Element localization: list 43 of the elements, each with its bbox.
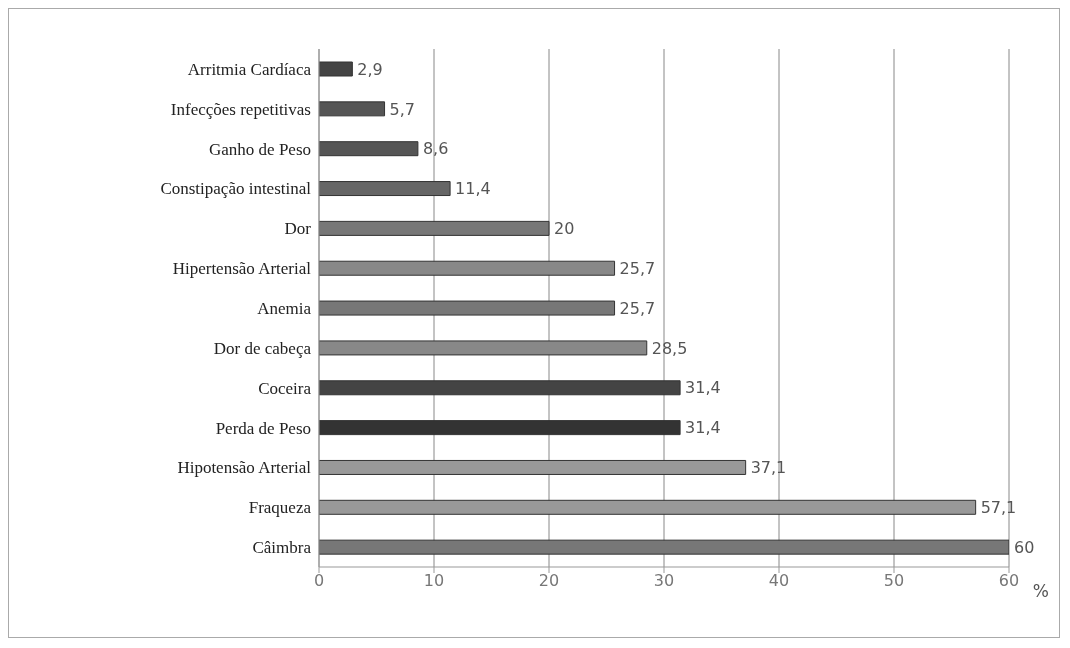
bar	[319, 141, 419, 157]
x-tick-label: 30	[653, 571, 675, 591]
bar	[319, 181, 451, 197]
data-label: 8,6	[422, 139, 449, 159]
x-tick-label: 10	[423, 571, 445, 591]
bar	[319, 220, 550, 236]
bar	[319, 300, 616, 316]
y-tick-label: Coceira	[258, 378, 312, 398]
bar	[319, 380, 681, 396]
bar	[319, 539, 1009, 555]
y-tick-label: Dor de cabeça	[213, 338, 312, 358]
y-tick-label: Dor	[284, 219, 312, 239]
y-tick-label: Arritmia Cardíaca	[187, 59, 312, 79]
y-tick-label: Ganho de Peso	[209, 139, 311, 159]
y-tick-label: Anemia	[257, 299, 312, 319]
y-tick-label: Fraqueza	[248, 498, 312, 518]
data-label: 37,1	[750, 458, 787, 478]
data-label: 28,5	[651, 338, 688, 358]
y-tick-label: Hipotensão Arterial	[177, 458, 312, 478]
data-label: 60	[1014, 537, 1035, 557]
data-label: 20	[554, 219, 575, 239]
data-label: 31,4	[685, 378, 721, 398]
y-tick-label: Perda de Peso	[215, 418, 311, 438]
x-tick-label: 60	[998, 571, 1020, 591]
data-label: 25,7	[619, 298, 656, 318]
x-tick-label: 50	[883, 571, 905, 591]
data-label: 11,4	[455, 179, 491, 199]
bar	[319, 61, 353, 77]
x-axis-title: %	[1032, 581, 1049, 602]
data-label: 25,7	[619, 258, 656, 278]
y-tick-label: Hipertensão Arterial	[172, 259, 312, 279]
data-label: 57,1	[980, 497, 1017, 517]
y-tick-label: Infecções repetitivas	[170, 99, 311, 119]
data-label: 2,9	[357, 59, 383, 79]
x-tick-label: 0	[313, 571, 325, 591]
bar	[319, 101, 386, 117]
y-tick-label: Câimbra	[252, 538, 312, 558]
data-label: 31,4	[685, 418, 721, 438]
y-tick-label: Constipação intestinal	[160, 179, 312, 199]
data-label: 5,7	[389, 99, 415, 119]
x-tick-label: 40	[768, 571, 790, 591]
bar	[319, 420, 681, 436]
x-tick-label: 20	[538, 571, 560, 591]
